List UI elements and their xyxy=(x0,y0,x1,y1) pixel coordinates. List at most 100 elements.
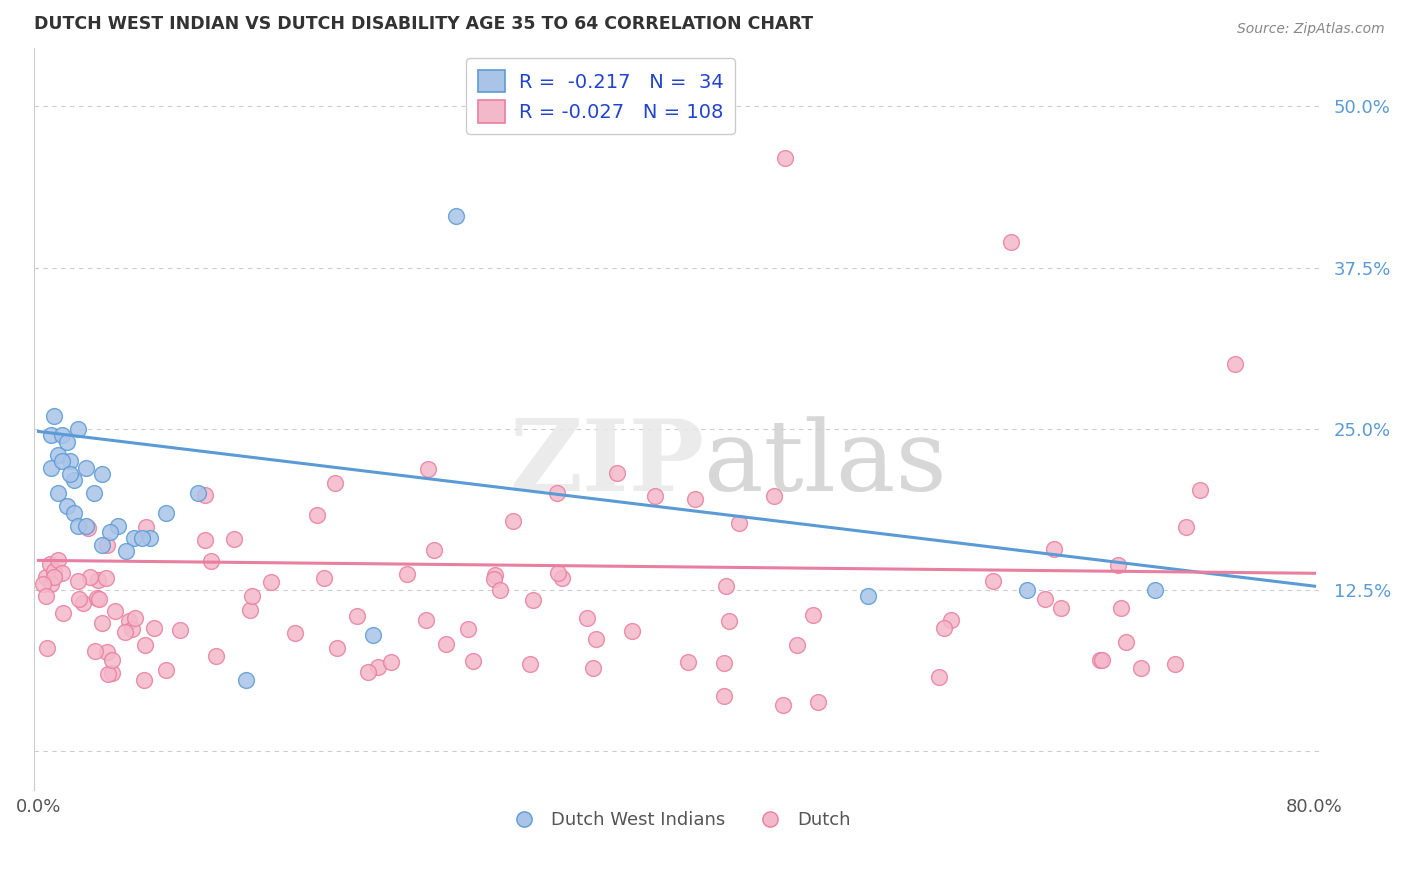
Point xyxy=(728,516,751,530)
Point xyxy=(75,460,97,475)
Point xyxy=(51,428,73,442)
Point xyxy=(1017,582,1039,597)
Point xyxy=(1223,357,1246,371)
Point xyxy=(169,623,191,637)
Point xyxy=(1143,582,1166,597)
Point xyxy=(134,639,156,653)
Point xyxy=(121,622,143,636)
Point xyxy=(678,655,700,669)
Legend: Dutch West Indians, Dutch: Dutch West Indians, Dutch xyxy=(498,804,858,837)
Point xyxy=(240,589,263,603)
Point xyxy=(326,640,349,655)
Point xyxy=(86,591,108,606)
Point xyxy=(155,663,177,677)
Point xyxy=(38,558,60,572)
Point xyxy=(786,638,808,652)
Point xyxy=(801,607,824,622)
Point xyxy=(856,590,879,604)
Point xyxy=(807,695,830,709)
Point xyxy=(235,673,257,688)
Point xyxy=(200,553,222,567)
Point xyxy=(46,486,69,500)
Point xyxy=(713,656,735,670)
Point xyxy=(1090,652,1112,666)
Point xyxy=(434,637,457,651)
Point xyxy=(59,454,82,468)
Point xyxy=(56,500,79,514)
Point xyxy=(1050,601,1073,615)
Point xyxy=(205,649,228,664)
Point xyxy=(489,582,512,597)
Point xyxy=(396,566,419,581)
Point xyxy=(522,592,544,607)
Point xyxy=(463,654,485,668)
Point xyxy=(91,615,114,630)
Point xyxy=(928,670,950,684)
Point xyxy=(644,489,666,503)
Point xyxy=(187,486,209,500)
Point xyxy=(519,657,541,672)
Point xyxy=(75,518,97,533)
Point xyxy=(312,571,335,585)
Point xyxy=(83,486,105,500)
Point xyxy=(87,573,110,587)
Point xyxy=(51,566,73,581)
Point xyxy=(718,614,741,628)
Point xyxy=(107,518,129,533)
Point xyxy=(1164,657,1187,671)
Point xyxy=(134,673,156,687)
Point xyxy=(363,628,385,642)
Point xyxy=(576,610,599,624)
Point xyxy=(621,624,644,639)
Point xyxy=(44,564,66,578)
Point xyxy=(101,666,124,681)
Point xyxy=(1000,235,1022,249)
Point xyxy=(585,632,607,647)
Point xyxy=(114,625,136,640)
Point xyxy=(714,579,737,593)
Point xyxy=(32,576,55,591)
Point xyxy=(67,592,90,607)
Point xyxy=(1129,661,1152,675)
Point xyxy=(305,508,328,523)
Point xyxy=(155,506,177,520)
Point xyxy=(762,489,785,503)
Point xyxy=(131,532,153,546)
Point xyxy=(37,641,59,656)
Point xyxy=(1035,592,1057,607)
Point xyxy=(260,575,283,590)
Point xyxy=(502,514,524,528)
Point xyxy=(101,653,124,667)
Point xyxy=(44,570,66,584)
Point xyxy=(357,665,380,680)
Point xyxy=(685,491,707,506)
Point xyxy=(56,434,79,449)
Point xyxy=(67,422,90,436)
Point xyxy=(1115,635,1137,649)
Point xyxy=(98,524,121,539)
Point xyxy=(51,454,73,468)
Point xyxy=(939,613,962,627)
Point xyxy=(1188,483,1211,497)
Point xyxy=(72,596,94,610)
Point xyxy=(981,574,1004,588)
Point xyxy=(135,520,157,534)
Point xyxy=(35,570,58,584)
Point xyxy=(46,553,69,567)
Point xyxy=(46,448,69,462)
Point xyxy=(1107,558,1129,572)
Point xyxy=(96,538,118,552)
Text: atlas: atlas xyxy=(704,416,946,512)
Point xyxy=(457,622,479,636)
Point xyxy=(59,467,82,481)
Point xyxy=(482,572,505,586)
Point xyxy=(606,466,628,480)
Point xyxy=(67,518,90,533)
Point xyxy=(194,533,217,548)
Point xyxy=(484,568,506,582)
Point xyxy=(115,544,138,558)
Point xyxy=(380,655,402,669)
Point xyxy=(1109,601,1132,615)
Point xyxy=(62,506,84,520)
Point xyxy=(1174,520,1197,534)
